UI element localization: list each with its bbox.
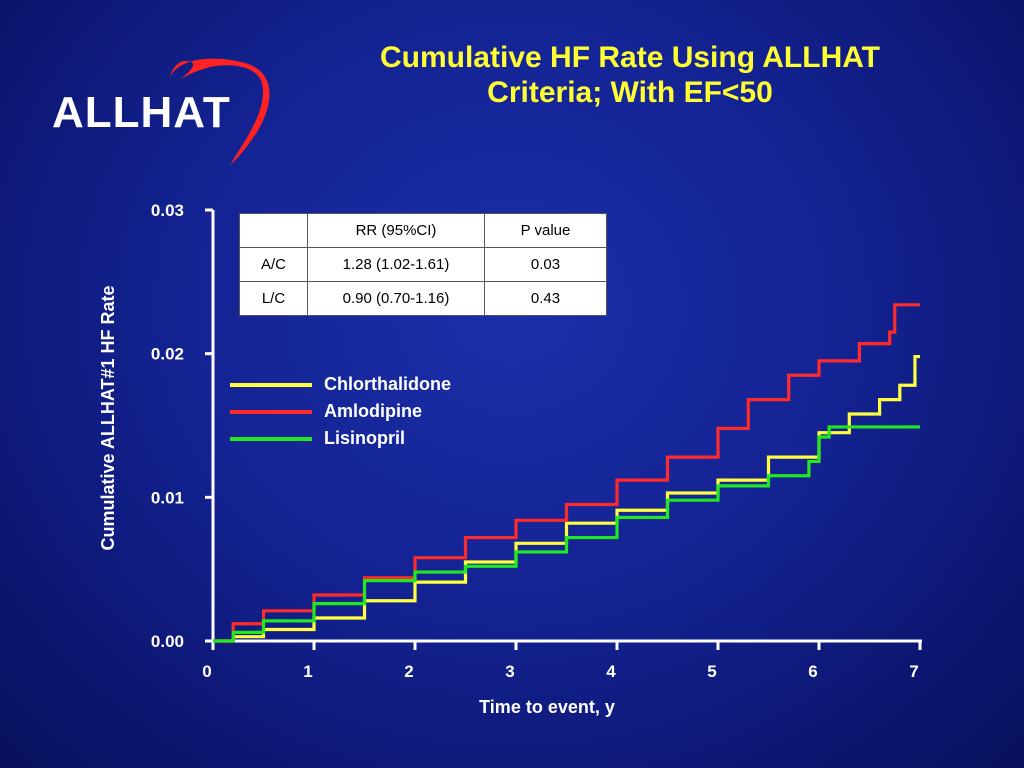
table-cell: A/C	[239, 247, 308, 282]
y-axis-label: Cumulative ALLHAT#1 HF Rate	[98, 285, 118, 550]
allhat-logo-text: ALLHAT	[52, 88, 231, 137]
x-tick-label: 3	[505, 662, 514, 681]
chart-axes: 0.00 0.01 0.02 0.03 0 1 2 3 4 5 6 7	[151, 201, 922, 681]
table-header-cell: P value	[484, 213, 607, 248]
legend-label: Chlorthalidone	[324, 374, 451, 394]
series-line-amlodipine	[213, 303, 920, 643]
table-header-cell: RR (95%CI)	[307, 213, 485, 248]
legend-label: Amlodipine	[324, 401, 422, 421]
table-header-cell	[239, 213, 308, 248]
x-tick-label: 7	[909, 662, 918, 681]
series-line-chlorthalidone	[213, 354, 920, 643]
x-tick-label: 5	[707, 662, 716, 681]
table-cell: 0.90 (0.70-1.16)	[307, 281, 485, 316]
table-cell: 1.28 (1.02-1.61)	[307, 247, 485, 282]
x-tick-label: 0	[202, 662, 211, 681]
y-tick-label: 0.01	[151, 488, 184, 507]
x-axis-label: Time to event, y	[479, 697, 615, 717]
slide-title: Cumulative HF Rate Using ALLHAT Criteria…	[300, 40, 960, 110]
relative-risk-table: RR (95%CI) P value A/C 1.28 (1.02-1.61) …	[239, 213, 607, 316]
title-line-1: Cumulative HF Rate Using ALLHAT	[379, 41, 881, 74]
legend-swatch	[230, 437, 312, 441]
table-header-row: RR (95%CI) P value	[239, 213, 607, 248]
table-cell: 0.43	[484, 281, 607, 316]
x-tick-label: 2	[404, 662, 413, 681]
table-row: A/C 1.28 (1.02-1.61) 0.03	[239, 247, 607, 282]
table-cell: L/C	[239, 281, 308, 316]
legend-swatch	[230, 383, 312, 387]
y-tick-label: 0.03	[151, 201, 184, 220]
table-cell: 0.03	[484, 247, 607, 282]
x-tick-label: 1	[303, 662, 312, 681]
table-row: L/C 0.90 (0.70-1.16) 0.43	[239, 281, 607, 316]
x-tick-label: 6	[808, 662, 817, 681]
y-tick-label: 0.02	[151, 345, 184, 364]
x-tick-label: 4	[606, 662, 616, 681]
series-line-lisinopril	[213, 425, 920, 643]
y-tick-label: 0.00	[151, 632, 184, 651]
title-line-2: Criteria; With EF<50	[487, 76, 773, 109]
legend-swatch	[230, 410, 312, 414]
chart-series	[213, 303, 920, 643]
legend-label: Lisinopril	[324, 428, 405, 448]
